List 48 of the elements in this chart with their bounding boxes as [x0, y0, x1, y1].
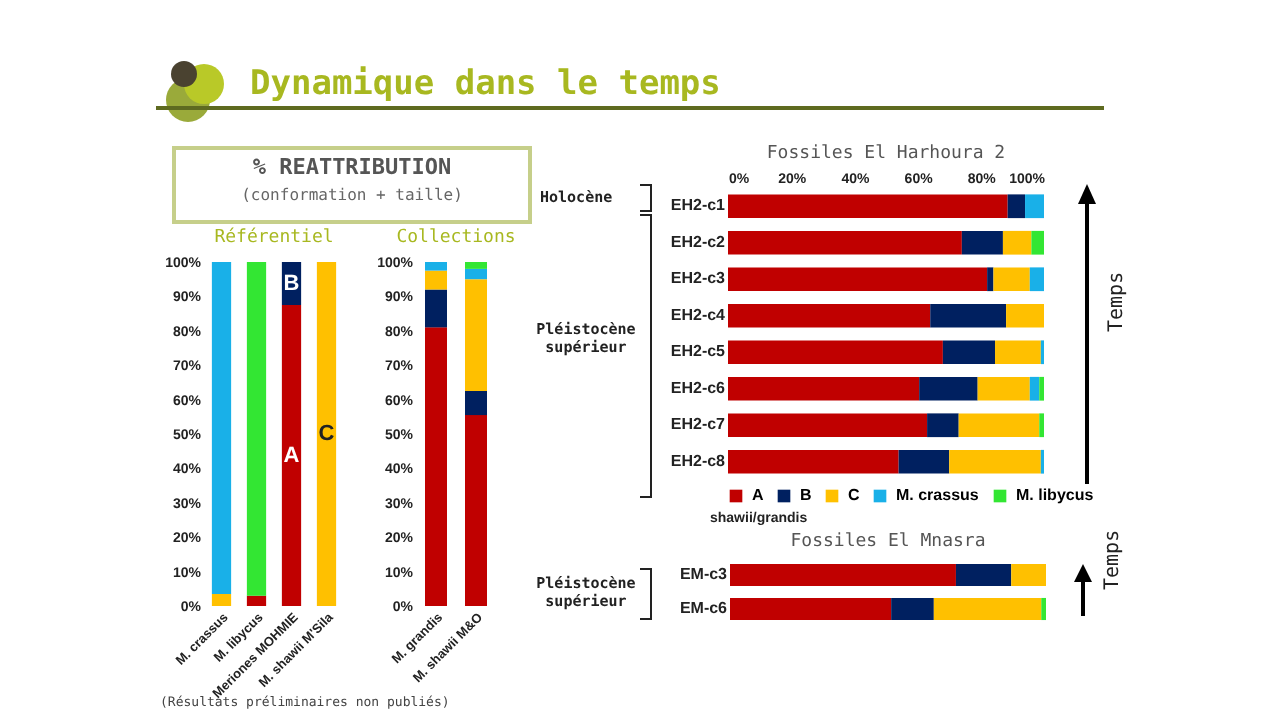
bar: [425, 289, 447, 328]
series-label: B: [283, 271, 300, 296]
legend-label: A: [752, 486, 764, 504]
bar: [465, 279, 487, 391]
bar: [955, 563, 1012, 587]
bar: [730, 597, 892, 621]
bar: [425, 270, 447, 290]
chart-title: Fossiles El Mnasra: [790, 532, 986, 552]
y-tick-label: EH2-c2: [670, 232, 727, 251]
bar: [1011, 563, 1046, 587]
bar: [730, 563, 956, 587]
bar: [246, 595, 267, 606]
text: (conformation + taille): [239, 186, 465, 204]
text: Temps: [1106, 271, 1128, 332]
legend-label: C: [848, 486, 860, 504]
bar: [465, 262, 487, 269]
bar: [425, 327, 447, 606]
legend-label: B: [800, 486, 812, 504]
series-label: C: [318, 422, 335, 446]
bar: [465, 268, 487, 280]
bar: [316, 262, 337, 606]
y-tick-label: EH2-c5: [670, 342, 727, 361]
bar: [211, 262, 232, 594]
chart-title: Fossiles El Harhoura 2: [766, 144, 1006, 164]
bar: [211, 593, 232, 606]
bar: [246, 262, 267, 596]
y-tick-label: EH2-c3: [670, 269, 727, 288]
y-tick-label: EH2-c8: [670, 451, 727, 470]
y-tick-label: EH2-c4: [670, 305, 727, 324]
bar: [425, 262, 447, 271]
bar: [465, 391, 487, 416]
y-tick-label: EM-c6: [679, 599, 729, 617]
text: % REATTRIBUTION: [250, 154, 454, 180]
legend-label: M. libycus: [1016, 486, 1095, 504]
text: Dynamique dans le temps: [250, 64, 721, 104]
text: Temps: [1102, 529, 1124, 590]
y-tick-label: EM-c3: [679, 565, 729, 583]
series-label: A: [283, 443, 300, 468]
bar: [281, 305, 302, 606]
chart-title: Référentiel: [214, 226, 334, 248]
legend-label: M. crassus: [896, 486, 980, 504]
bar: [891, 597, 934, 621]
y-tick-label: EH2-c6: [670, 378, 727, 397]
bar: [933, 597, 1042, 621]
y-tick-label: EH2-c1: [670, 196, 727, 215]
bar: [465, 415, 487, 606]
chart-title: Collections: [396, 228, 516, 248]
y-tick-label: EH2-c7: [670, 415, 727, 434]
